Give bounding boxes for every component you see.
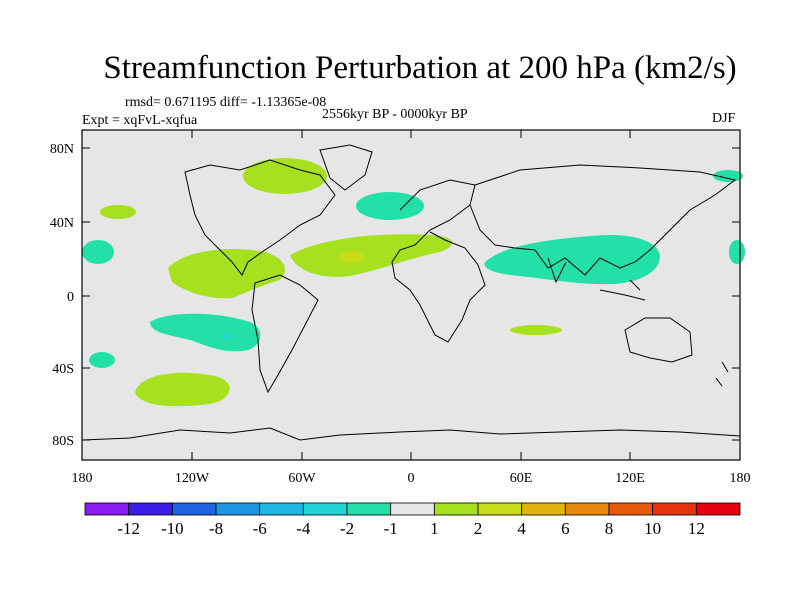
colorbar-box [652, 502, 697, 516]
patch-atlantic-core [340, 251, 364, 263]
colorbar-box [128, 502, 173, 516]
coastlines [81, 144, 741, 441]
colorbar-box [477, 502, 523, 516]
anomaly-patches [82, 158, 745, 407]
colorbar-box [521, 502, 566, 516]
lon-label-120e: 120E [615, 471, 645, 486]
experiment-label: Expt = xqFvL-xqfua [82, 113, 198, 128]
colorbar-label: -10 [161, 519, 184, 538]
colorbar-box [215, 502, 261, 516]
patch-npacific-west [100, 205, 136, 219]
colorbar-box [390, 502, 435, 516]
colorbar-label: 6 [561, 519, 570, 538]
patch-tropical-atlantic [290, 234, 453, 277]
map-background [82, 130, 740, 460]
lon-label-60e: 60E [510, 471, 533, 486]
colorbar-label: 8 [605, 519, 614, 538]
lat-axis: 80N 40N 0 40S 80S [50, 142, 740, 449]
lat-label-40s: 40S [52, 362, 74, 377]
colorbar-box [564, 502, 610, 516]
lat-label-80n: 80N [50, 142, 74, 157]
colorbar-label: -4 [296, 519, 311, 538]
patch-south-asia [484, 234, 660, 285]
patch-south-pacific-west [89, 352, 115, 368]
colorbar-label: -8 [209, 519, 223, 538]
colorbar-box [302, 502, 348, 516]
colorbar-label: 4 [517, 519, 526, 538]
patch-se-pacific-core [224, 333, 232, 339]
patch-arctic-east [713, 170, 743, 182]
colorbar-box [84, 502, 130, 516]
season-label: DJF [712, 111, 736, 126]
lon-axis: 180 120W 60W 0 60E 120E 180 [72, 130, 751, 486]
colorbar-label: 1 [430, 519, 439, 538]
patch-south-pacific [135, 372, 230, 407]
colorbar-box [695, 502, 741, 516]
colorbar-label: 2 [474, 519, 483, 538]
lat-label-0: 0 [67, 290, 74, 305]
colorbar-box [259, 502, 304, 516]
patch-tropical-americas [168, 248, 285, 299]
lon-label-180e: 180 [730, 471, 751, 486]
patch-greenland [243, 158, 327, 194]
patch-pacific-east-edge [729, 240, 745, 264]
colorbar-label: -12 [117, 519, 140, 538]
colorbar-label: -1 [384, 519, 398, 538]
stats-line: rmsd= 0.671195 diff= -1.13365e-08 [125, 95, 327, 110]
patch-se-pacific [150, 313, 261, 352]
patch-pacific-west-edge [82, 240, 114, 264]
colorbar: -12 -10 -8 -6 -4 -2 -1 1 2 4 6 8 10 12 [84, 502, 741, 538]
lon-label-120w: 120W [175, 471, 210, 486]
colorbar-label: -2 [340, 519, 354, 538]
patch-north-atlantic [356, 192, 424, 220]
colorbar-box [433, 502, 479, 516]
colorbar-label: -6 [253, 519, 267, 538]
lat-label-80s: 80S [52, 434, 74, 449]
lat-label-40n: 40N [50, 216, 74, 231]
lon-label-0: 0 [408, 471, 415, 486]
colorbar-box [608, 502, 654, 516]
colorbar-box [346, 502, 392, 516]
colorbar-label: 12 [688, 519, 705, 538]
patch-south-indian [510, 325, 562, 335]
chart-title: Streamfunction Perturbation at 200 hPa (… [103, 50, 737, 86]
lon-label-180w: 180 [72, 471, 93, 486]
period-label: 2556kyr BP - 0000kyr BP [322, 107, 468, 122]
colorbar-label: 10 [644, 519, 661, 538]
lon-label-60w: 60W [288, 471, 316, 486]
colorbar-box [171, 502, 217, 516]
